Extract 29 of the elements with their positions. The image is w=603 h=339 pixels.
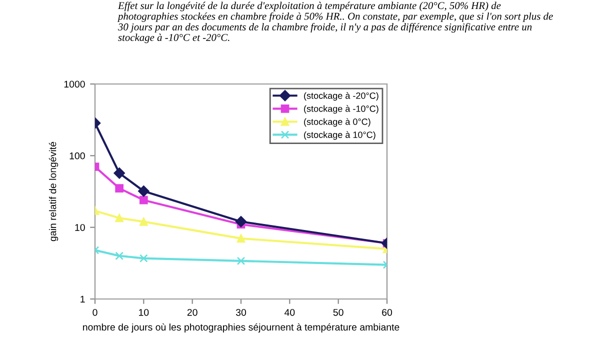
- chart-title: Effet sur la longévité de la durée d'exploitation à température ambiante (20°C, 50% HR) de photographies stockées en chambre froide à 50% HR.. On constate, par exemple, que si l'on sort plus de 30 jours par an des documents de la chambre froide, il n'y a pas de différence significative entre un stockage à -10°C et -20°C.: [117, 2, 553, 44]
- legend-label: (stockage à 10°C): [304, 131, 376, 140]
- y-axis-title: gain relatif de longévité: [48, 142, 58, 242]
- y-tick-label: 100: [70, 152, 85, 160]
- point: [140, 254, 148, 262]
- x-tick-label: 0: [92, 308, 98, 316]
- point: [235, 216, 247, 228]
- point: [115, 252, 124, 260]
- x-tick-label: 50: [333, 308, 344, 316]
- y-tick-label: 1: [80, 296, 85, 303]
- point: [138, 186, 150, 197]
- x-tick-label: 60: [382, 308, 392, 316]
- point: [140, 217, 148, 226]
- x-tick-label: 40: [284, 308, 295, 316]
- legend-label: (stockage à -10°C): [304, 105, 378, 114]
- y-tick-label: 1000: [64, 80, 85, 88]
- point: [115, 184, 124, 193]
- x-tick-label: 20: [187, 308, 198, 316]
- point: [140, 196, 148, 204]
- point: [115, 214, 124, 222]
- y-tick-label: 10: [75, 224, 85, 231]
- point: [114, 168, 125, 179]
- x-tick-label: 30: [236, 308, 246, 316]
- point: [236, 234, 246, 243]
- point: [236, 256, 246, 266]
- legend-label: (stockage à 0°C): [304, 118, 370, 127]
- x-axis-title: nombre de jours où les photographies séjournent à température ambiante: [83, 323, 400, 333]
- x-tick-label: 10: [139, 308, 149, 316]
- legend-label: (stockage à -20°C): [304, 92, 378, 101]
